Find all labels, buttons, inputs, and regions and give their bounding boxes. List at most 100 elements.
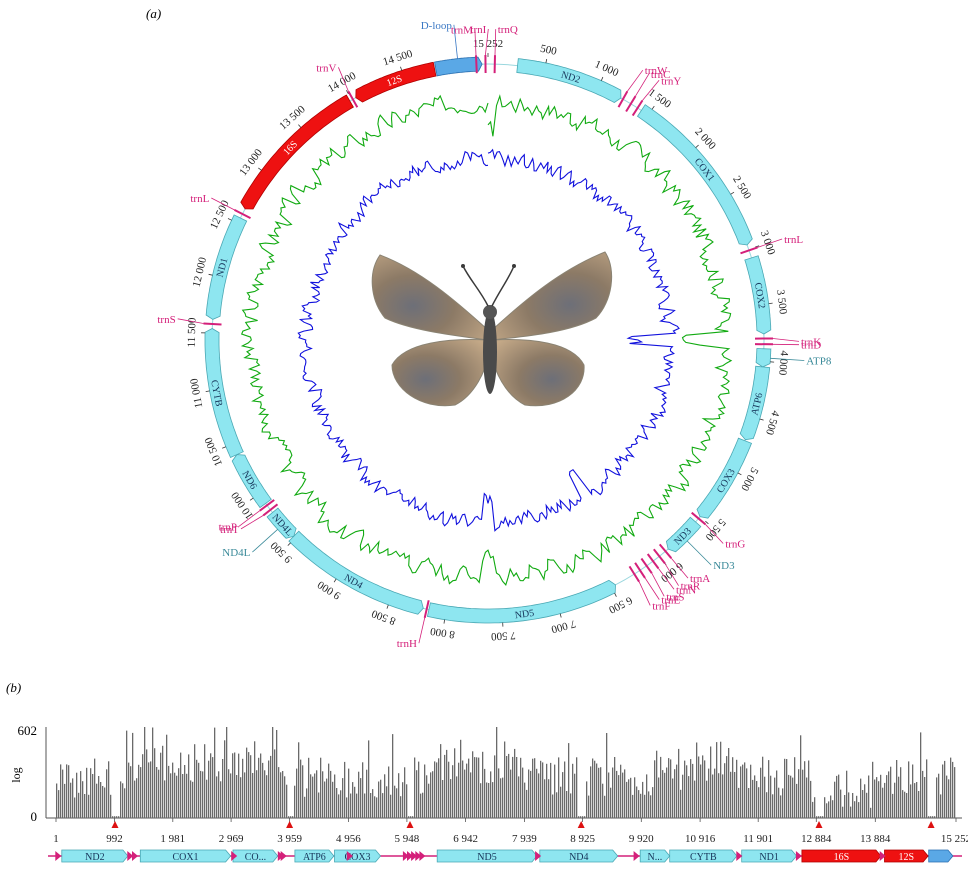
gene-arc-cox3: [696, 437, 753, 519]
trna-label-trng: trnG: [725, 539, 745, 551]
coverage-bar: [746, 768, 748, 818]
coverage-bar: [662, 770, 664, 818]
gene-arc-atp6: [739, 365, 771, 441]
gene-arc-atp8: [755, 348, 772, 368]
track-gene: [334, 849, 382, 863]
coverage-bar: [574, 773, 576, 818]
panel-a-label: (a): [146, 6, 161, 21]
gap-marker: [406, 821, 414, 828]
coverage-bar: [628, 779, 630, 818]
coverage-bar: [534, 758, 536, 818]
y-min-label: 0: [31, 809, 38, 824]
coverage-bar: [352, 782, 354, 818]
coverage-bar: [384, 774, 386, 818]
coverage-bar: [522, 767, 524, 818]
coverage-bar: [368, 740, 370, 818]
coverage-bar: [390, 794, 392, 818]
outer-label-nd4l: ND4L: [222, 547, 250, 559]
coverage-bar: [372, 789, 374, 818]
coverage-bar: [590, 766, 592, 818]
coverage-bar: [652, 787, 654, 818]
coverage-bar: [814, 797, 816, 818]
coverage-bar: [100, 782, 102, 818]
trna-label-trnr: trnR: [681, 581, 701, 593]
coverage-bar: [168, 765, 170, 818]
trna-mark: [653, 548, 666, 565]
coverage-bar: [900, 767, 902, 818]
coverage-bar: [492, 782, 494, 818]
gene-arc-cox1: [636, 104, 753, 246]
coverage-bar: [246, 747, 248, 818]
coverage-bar: [616, 770, 618, 818]
coverage-bar: [870, 807, 872, 818]
coverage-bar: [750, 764, 752, 818]
scale-tick: [705, 520, 709, 525]
coverage-bar: [442, 780, 444, 818]
coverage-bar: [478, 757, 480, 818]
coverage-bar: [874, 779, 876, 818]
gene-label-cytb: CYTB: [208, 379, 224, 408]
coverage-bar: [908, 761, 910, 818]
coverage-bar: [848, 792, 850, 818]
coverage-bar: [334, 774, 336, 818]
scale-tick: [222, 446, 227, 449]
coverage-bar: [796, 783, 798, 818]
coverage-bar: [700, 764, 702, 818]
coverage-bar: [524, 782, 526, 818]
scale-tick: [346, 90, 349, 94]
coverage-bar: [932, 816, 934, 818]
coverage-bar: [802, 769, 804, 818]
scale-tick-label: 5 000: [738, 465, 760, 493]
coverage-bar: [866, 792, 868, 818]
coverage-bar: [804, 761, 806, 818]
coverage-bar: [424, 764, 426, 818]
coverage-bar: [412, 816, 414, 818]
gene-label-cox2: COX2: [752, 282, 767, 310]
scale-tick-label: 500: [539, 43, 558, 58]
coverage-bar: [860, 778, 862, 818]
trna-mark: [691, 511, 707, 526]
coverage-bar: [330, 770, 332, 818]
coverage-bar: [322, 771, 324, 818]
trna-mark: [640, 557, 653, 574]
coverage-bar: [500, 778, 502, 818]
coverage-bar: [304, 796, 306, 818]
coverage-bar: [250, 755, 252, 818]
coverage-bar: [626, 781, 628, 818]
coverage-bar: [346, 797, 348, 818]
coverage-bar: [96, 783, 98, 818]
coverage-bar: [266, 775, 268, 818]
coverage-bar: [472, 751, 474, 818]
coverage-bar: [576, 757, 578, 818]
coverage-bar: [180, 752, 182, 818]
coverage-bar: [320, 757, 322, 818]
coverage-bar: [656, 750, 658, 818]
scale-tick: [400, 66, 403, 71]
coverage-bar: [114, 816, 116, 818]
coverage-bar: [512, 756, 514, 818]
coverage-bar: [678, 748, 680, 818]
coverage-bar: [78, 792, 80, 818]
coverage-bar: [272, 727, 274, 818]
coverage-bar: [306, 788, 308, 818]
coverage-bar: [344, 761, 346, 818]
coverage-bar: [630, 777, 632, 818]
gap-marker: [815, 821, 823, 828]
coverage-bar: [600, 767, 602, 818]
coverage-bar: [546, 763, 548, 818]
coverage-bar: [414, 757, 416, 818]
coverage-bar: [854, 801, 856, 818]
coverage-bar: [462, 760, 464, 818]
trna-leader: [670, 557, 689, 579]
trna-mark: [631, 99, 644, 117]
coverage-bar: [898, 776, 900, 818]
coverage-bar: [342, 778, 344, 818]
coverage-bar: [862, 790, 864, 818]
coverage-bar: [668, 758, 670, 818]
coverage-bar: [312, 776, 314, 818]
coverage-bar: [690, 759, 692, 818]
trna-label-trnf: trnF: [652, 600, 670, 612]
coverage-bar: [238, 753, 240, 818]
x-tick-label: 6 942: [453, 833, 478, 845]
gene-arc-nd4l: [266, 507, 297, 539]
